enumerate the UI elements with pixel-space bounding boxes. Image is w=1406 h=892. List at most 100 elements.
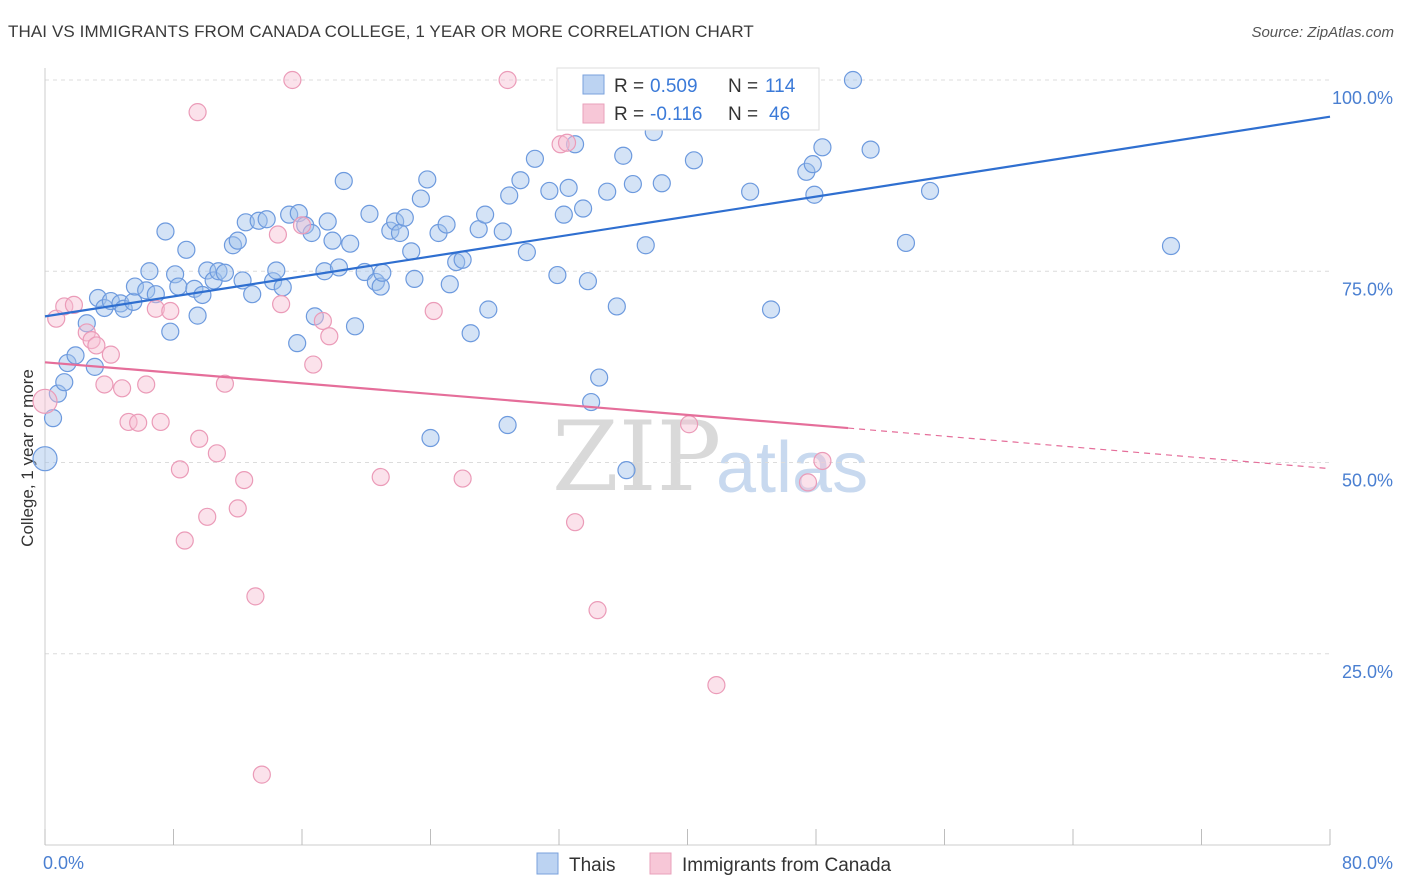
thais-point <box>803 155 822 174</box>
thais-point <box>137 281 156 300</box>
legend-r-label-1: R = <box>614 76 644 97</box>
thais-point <box>578 272 598 291</box>
canada-trend-extension <box>848 427 1331 470</box>
canada-point <box>112 379 132 398</box>
canada-point <box>235 470 254 490</box>
thais-point <box>652 174 671 193</box>
thais-point <box>461 324 480 343</box>
canada-point <box>313 311 332 331</box>
thais-point <box>32 446 58 472</box>
legend-r-label-2: R = <box>614 104 644 125</box>
thais-point <box>267 261 286 280</box>
thais-point <box>761 300 781 319</box>
legend-swatch-thais <box>582 74 605 95</box>
canada-point <box>198 507 217 526</box>
y-tick-label: 25.0% <box>1342 662 1393 682</box>
y-axis-label: College, 1 year or more <box>18 369 37 547</box>
thais-point <box>411 189 430 208</box>
thais-point <box>636 236 655 255</box>
canada-point <box>680 415 699 434</box>
canada-point <box>95 375 114 394</box>
thais-point <box>125 277 145 296</box>
canada-point <box>371 467 390 487</box>
canada-point <box>119 412 138 432</box>
canada-trend-line <box>44 361 849 430</box>
legend-n-value-thais: 114 <box>765 76 796 97</box>
thais-point <box>390 223 410 243</box>
thais-point <box>479 300 498 319</box>
thais-point <box>323 231 342 250</box>
y-tick-labels: 25.0% 50.0% 75.0% 100.0% <box>1332 88 1393 682</box>
thais-point <box>554 205 573 224</box>
chart-title: THAI VS IMMIGRANTS FROM CANADA COLLEGE, … <box>8 22 754 41</box>
x-tick-label: 0.0% <box>43 853 84 873</box>
thais-point <box>302 223 321 243</box>
thais-point <box>861 140 880 159</box>
correlation-legend: R = 0.509 N = 114 R = -0.116 N = 46 <box>556 67 820 131</box>
bottom-legend: Thais Immigrants from Canada <box>536 852 892 876</box>
thais-point <box>623 174 642 194</box>
thais-point <box>48 384 67 403</box>
trend-lines <box>44 115 1331 470</box>
legend-r-value-canada: -0.116 <box>650 104 702 125</box>
data-points <box>32 70 1181 784</box>
thais-point <box>590 368 609 387</box>
thais-point <box>598 182 617 201</box>
thais-point <box>500 186 519 205</box>
thais-point <box>614 146 633 165</box>
thais-point <box>559 178 578 197</box>
canada-point <box>129 413 148 432</box>
canada-point <box>292 216 312 235</box>
thais-point <box>371 277 390 296</box>
thais-point <box>920 181 940 201</box>
canada-point <box>64 295 84 315</box>
thais-trend-line <box>44 115 1331 318</box>
x-tick-labels: 0.0% 80.0% <box>43 853 1393 873</box>
thais-point <box>209 262 228 281</box>
thais-point <box>540 181 559 201</box>
thais-point <box>228 231 247 250</box>
thais-point <box>440 275 459 294</box>
x-tick-label: 80.0% <box>1342 853 1393 873</box>
canada-point <box>161 301 180 321</box>
watermark-atlas: atlas <box>716 428 868 508</box>
thais-point <box>607 297 626 316</box>
thais-point <box>55 373 74 392</box>
canada-point <box>246 587 265 606</box>
canada-point <box>207 444 226 463</box>
thais-point <box>517 243 536 262</box>
canada-point <box>268 225 288 244</box>
thais-point <box>418 170 437 189</box>
y-tick-label: 100.0% <box>1332 88 1393 108</box>
thais-point <box>896 233 916 253</box>
thais-point <box>329 258 349 277</box>
thais-point <box>813 138 832 157</box>
canada-point <box>175 531 194 550</box>
canada-point <box>320 327 339 346</box>
canada-point <box>557 133 577 152</box>
canada-point <box>272 295 291 314</box>
canada-point <box>252 765 271 784</box>
bottom-legend-swatch-canada <box>649 852 672 875</box>
thais-point <box>373 263 392 282</box>
legend-n-label-2: N = <box>728 104 758 125</box>
legend-n-label-1: N = <box>728 76 758 97</box>
thais-point <box>66 346 85 365</box>
thais-point <box>573 199 593 218</box>
canada-point <box>813 451 832 471</box>
canada-point <box>798 473 818 492</box>
thais-point <box>511 171 530 190</box>
canada-point <box>87 336 106 355</box>
canada-point <box>101 345 120 364</box>
thais-point <box>741 182 760 201</box>
thais-point <box>405 269 424 288</box>
canada-point <box>215 374 234 393</box>
canada-point <box>170 460 190 479</box>
thais-point <box>421 428 440 448</box>
canada-point <box>565 513 585 532</box>
thais-point <box>476 205 495 224</box>
thais-point <box>360 204 379 223</box>
thais-point <box>805 185 824 204</box>
thais-point <box>843 70 863 90</box>
thais-point <box>617 461 636 480</box>
